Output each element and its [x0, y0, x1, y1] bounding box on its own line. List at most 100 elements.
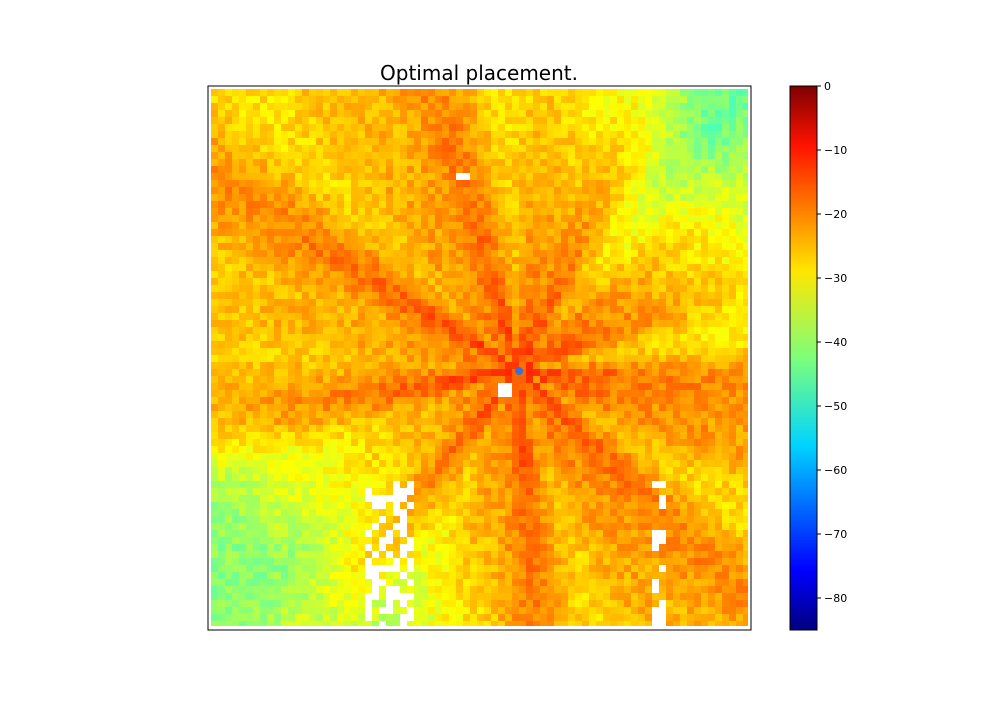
heatmap-cell: [729, 215, 736, 222]
heatmap-cell: [694, 362, 701, 369]
heatmap-cell: [316, 544, 323, 551]
heatmap-cell: [610, 271, 617, 278]
heatmap-cell: [638, 285, 645, 292]
heatmap-cell: [666, 180, 673, 187]
heatmap-cell: [484, 124, 491, 131]
heatmap-cell: [386, 411, 393, 418]
heatmap-cell: [673, 495, 680, 502]
heatmap-cell: [232, 313, 239, 320]
heatmap-cell: [274, 341, 281, 348]
heatmap-cell: [323, 355, 330, 362]
heatmap-cell: [582, 278, 589, 285]
heatmap-cell: [645, 180, 652, 187]
heatmap-cell: [666, 201, 673, 208]
heatmap-cell: [253, 474, 260, 481]
heatmap-cell: [456, 460, 463, 467]
heatmap-cell: [239, 243, 246, 250]
heatmap-cell: [722, 264, 729, 271]
heatmap-cell: [477, 404, 484, 411]
heatmap-cell: [575, 89, 582, 96]
heatmap-cell: [218, 481, 225, 488]
heatmap-cell: [568, 187, 575, 194]
heatmap-cell: [442, 481, 449, 488]
heatmap-cell: [540, 278, 547, 285]
heatmap-cell: [673, 208, 680, 215]
heatmap-cell: [575, 271, 582, 278]
heatmap-cell: [708, 446, 715, 453]
heatmap-cell: [239, 103, 246, 110]
heatmap-cell: [652, 446, 659, 453]
heatmap-cell: [260, 418, 267, 425]
heatmap-cell: [575, 229, 582, 236]
heatmap-cell: [526, 439, 533, 446]
heatmap-cell: [211, 502, 218, 509]
heatmap-cell: [218, 369, 225, 376]
heatmap-cell: [568, 369, 575, 376]
heatmap-cell: [365, 243, 372, 250]
heatmap-cell: [400, 292, 407, 299]
heatmap-cell: [288, 187, 295, 194]
heatmap-cell: [533, 236, 540, 243]
heatmap-cell: [708, 96, 715, 103]
heatmap-cell: [372, 404, 379, 411]
heatmap-cell: [295, 145, 302, 152]
heatmap-cell: [288, 446, 295, 453]
heatmap-cell: [589, 383, 596, 390]
heatmap-cell: [211, 222, 218, 229]
heatmap-cell: [379, 383, 386, 390]
heatmap-cell: [715, 166, 722, 173]
heatmap-cell: [281, 383, 288, 390]
heatmap-cell: [533, 257, 540, 264]
heatmap-cell: [631, 117, 638, 124]
heatmap-cell: [470, 201, 477, 208]
heatmap-cell: [596, 509, 603, 516]
heatmap-cell: [505, 376, 512, 383]
heatmap-cell: [610, 376, 617, 383]
heatmap-cell: [526, 313, 533, 320]
heatmap-cell: [281, 222, 288, 229]
heatmap-cell: [232, 166, 239, 173]
heatmap-cell: [253, 509, 260, 516]
heatmap-cell: [547, 250, 554, 257]
heatmap-cell: [610, 299, 617, 306]
heatmap-cell: [575, 509, 582, 516]
heatmap-cell: [421, 110, 428, 117]
heatmap-cell: [554, 201, 561, 208]
heatmap-cell: [603, 208, 610, 215]
heatmap-cell: [302, 299, 309, 306]
heatmap-cell: [715, 187, 722, 194]
heatmap-cell: [309, 509, 316, 516]
heatmap-cell: [645, 320, 652, 327]
heatmap-cell: [701, 124, 708, 131]
heatmap-cell: [295, 411, 302, 418]
heatmap-cell: [365, 481, 372, 488]
heatmap-cell: [526, 390, 533, 397]
heatmap-cell: [365, 404, 372, 411]
heatmap-cell: [302, 103, 309, 110]
heatmap-cell: [519, 152, 526, 159]
heatmap-cell: [225, 376, 232, 383]
heatmap-cell: [673, 110, 680, 117]
heatmap-cell: [554, 222, 561, 229]
heatmap-cell: [722, 320, 729, 327]
heatmap-cell: [652, 124, 659, 131]
heatmap-cell: [701, 369, 708, 376]
heatmap-cell: [673, 250, 680, 257]
heatmap-cell: [246, 530, 253, 537]
heatmap-cell: [505, 278, 512, 285]
heatmap-cell: [617, 530, 624, 537]
heatmap-cell: [463, 229, 470, 236]
heatmap-cell: [414, 222, 421, 229]
heatmap-cell: [372, 460, 379, 467]
heatmap-cell: [498, 327, 505, 334]
heatmap-cell: [680, 159, 687, 166]
heatmap-cell: [666, 418, 673, 425]
heatmap-cell: [582, 222, 589, 229]
heatmap-cell: [624, 187, 631, 194]
heatmap-cell: [295, 341, 302, 348]
heatmap-cell: [449, 299, 456, 306]
heatmap-cell: [302, 89, 309, 96]
heatmap-cell: [533, 201, 540, 208]
heatmap-cell: [673, 334, 680, 341]
